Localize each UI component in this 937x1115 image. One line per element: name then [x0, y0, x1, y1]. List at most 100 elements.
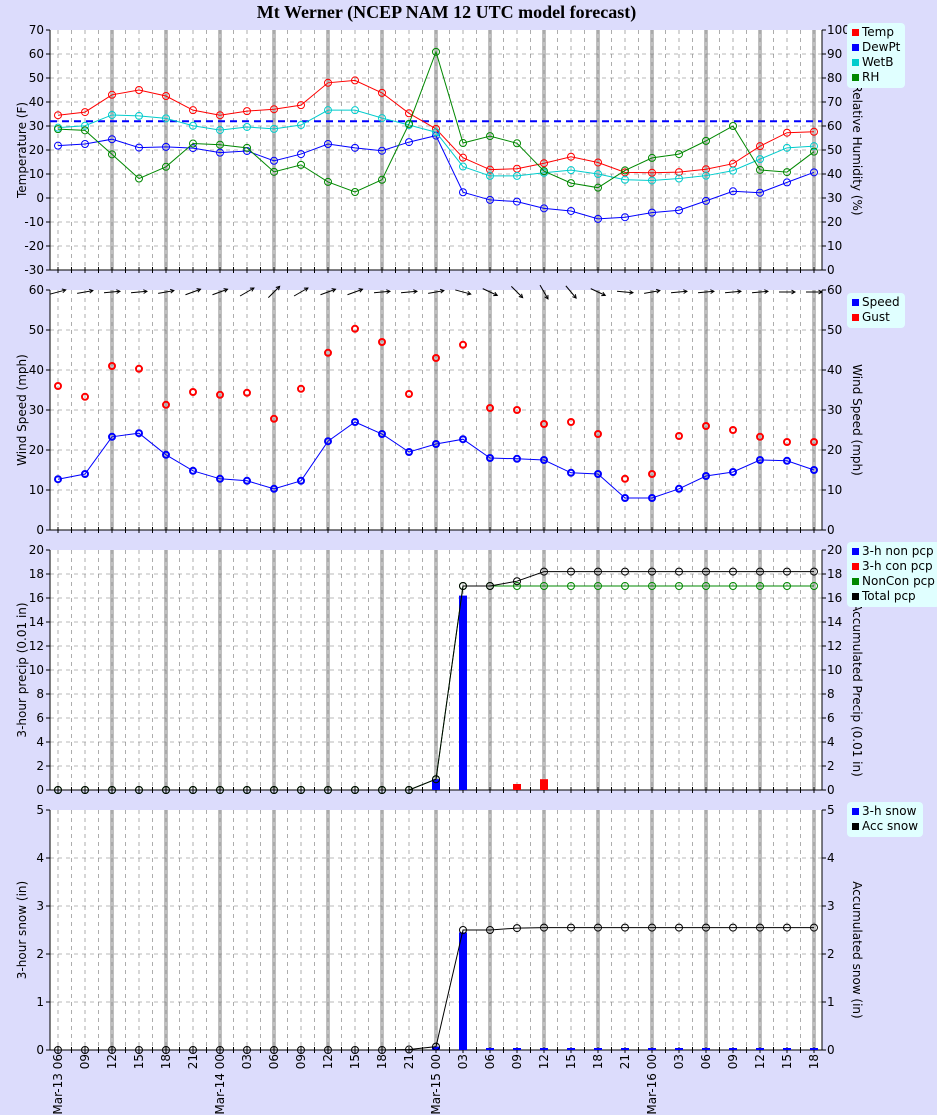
svg-text:-30: -30 [24, 263, 44, 277]
svg-text:12: 12 [105, 1054, 119, 1069]
wind-arrow-icon [239, 287, 255, 297]
wind-arrow-icon [565, 285, 577, 299]
svg-text:40: 40 [29, 363, 44, 377]
svg-text:50: 50 [827, 143, 842, 157]
svg-text:Accumulated snow (in): Accumulated snow (in) [850, 881, 864, 1018]
svg-text:21: 21 [402, 1054, 416, 1069]
chart-title: Mt Werner (NCEP NAM 12 UTC model forecas… [256, 2, 637, 22]
svg-text:4: 4 [827, 735, 835, 749]
svg-text:30: 30 [29, 403, 44, 417]
svg-text:12: 12 [29, 639, 44, 653]
svg-text:Mar-13 06: Mar-13 06 [51, 1054, 65, 1115]
svg-text:18: 18 [159, 1054, 173, 1069]
svg-text:18: 18 [591, 1054, 605, 1069]
swatch-icon [852, 44, 859, 51]
legend-item-rh: RH [852, 70, 900, 85]
svg-text:Accumulated Precip (0.01 in): Accumulated Precip (0.01 in) [850, 603, 864, 777]
svg-text:20: 20 [29, 443, 44, 457]
panel-1: 0 10 20 30 40 50 60 0 10 20 30 40 50 60 Wind Speed (mp… [15, 283, 864, 537]
svg-text:09: 09 [78, 1054, 92, 1069]
svg-text:8: 8 [36, 687, 44, 701]
svg-text:10: 10 [827, 483, 842, 497]
wind-arrow-icon [539, 284, 549, 300]
svg-text:Mar-14 00: Mar-14 00 [213, 1054, 227, 1115]
svg-text:20: 20 [827, 215, 842, 229]
legend-item-noncon-acc: NonCon pcp [852, 574, 935, 589]
legend-item-nonpcp: 3-h non pcp [852, 544, 935, 559]
wind-arrow-icon [616, 290, 634, 294]
svg-text:12: 12 [753, 1054, 767, 1069]
legend-item-conpcp: 3-h con pcp [852, 559, 935, 574]
svg-text:09: 09 [726, 1054, 740, 1069]
legend-item-speed: Speed [852, 295, 900, 310]
svg-text:4: 4 [36, 735, 44, 749]
wind-arrow-icon [644, 290, 660, 294]
legend-item-temp: Temp [852, 25, 900, 40]
svg-text:Mar-15 00: Mar-15 00 [429, 1054, 443, 1115]
svg-text:3-hour snow (in): 3-hour snow (in) [15, 881, 29, 979]
svg-text:Wind Speed (mph): Wind Speed (mph) [850, 364, 864, 476]
wind-arrow-icon [130, 290, 148, 294]
svg-text:03: 03 [456, 1054, 470, 1069]
svg-text:3: 3 [36, 899, 44, 913]
wind-arrow-icon [77, 290, 93, 294]
svg-text:30: 30 [827, 403, 842, 417]
svg-text:Mar-16 00: Mar-16 00 [645, 1054, 659, 1115]
svg-text:12: 12 [321, 1054, 335, 1069]
wind-arrow-icon [103, 290, 121, 294]
wind-arrow-icon [320, 288, 336, 296]
legend-item-3h-snow: 3-h snow [852, 804, 918, 819]
svg-text:21: 21 [186, 1054, 200, 1069]
legend-item-dewpt: DewPt [852, 40, 900, 55]
svg-text:60: 60 [827, 119, 842, 133]
svg-text:0: 0 [827, 783, 835, 797]
svg-text:03: 03 [240, 1054, 254, 1069]
wind-arrow-icon [697, 290, 715, 294]
svg-text:10: 10 [29, 483, 44, 497]
svg-text:3: 3 [827, 899, 835, 913]
wind-arrow-icon [293, 287, 309, 297]
swatch-icon [852, 74, 859, 81]
svg-text:1: 1 [36, 995, 44, 1009]
svg-text:Temperature (F): Temperature (F) [15, 102, 29, 199]
swatch-icon [852, 563, 859, 570]
wind-arrow-icon [158, 290, 174, 294]
svg-text:15: 15 [348, 1054, 362, 1069]
legend-precip: 3-h non pcp 3-h con pcp NonCon pcp Total… [847, 542, 937, 607]
svg-text:15: 15 [564, 1054, 578, 1069]
svg-text:10: 10 [827, 239, 842, 253]
svg-text:21: 21 [618, 1054, 632, 1069]
svg-text:09: 09 [294, 1054, 308, 1069]
swatch-icon [852, 299, 859, 306]
legend-snow: 3-h snow Acc snow [847, 802, 924, 837]
wind-arrow-icon [510, 285, 524, 299]
svg-text:40: 40 [29, 95, 44, 109]
svg-text:03: 03 [672, 1054, 686, 1069]
wind-arrow-icon [212, 288, 228, 296]
svg-text:16: 16 [29, 591, 44, 605]
svg-text:0: 0 [827, 1043, 835, 1057]
svg-text:2: 2 [36, 947, 44, 961]
svg-text:18: 18 [807, 1054, 821, 1069]
swatch-icon [852, 808, 859, 815]
svg-text:0: 0 [36, 191, 44, 205]
legend-temp: Temp DewPt WetB RH [847, 23, 906, 88]
wind-arrow-icon [400, 290, 418, 294]
svg-text:70: 70 [29, 23, 44, 37]
wind-arrow-icon [185, 288, 201, 296]
svg-text:1: 1 [827, 995, 835, 1009]
svg-text:18: 18 [827, 567, 842, 581]
legend-item-gust: Gust [852, 310, 900, 325]
wind-arrow-icon [347, 288, 363, 296]
svg-text:6: 6 [827, 711, 835, 725]
legend-item-wetb: WetB [852, 55, 900, 70]
svg-text:15: 15 [132, 1054, 146, 1069]
svg-text:20: 20 [29, 143, 44, 157]
svg-text:Wind Speed (mph): Wind Speed (mph) [15, 354, 29, 466]
svg-text:60: 60 [29, 47, 44, 61]
svg-text:0: 0 [827, 263, 835, 277]
svg-text:10: 10 [29, 167, 44, 181]
svg-text:60: 60 [827, 283, 842, 297]
panel-0: -30 -20 -10 0 10 20 30 40 50 60 70 0 10 20 30 40 50 60 70 8… [15, 23, 864, 277]
svg-text:0: 0 [36, 1043, 44, 1057]
